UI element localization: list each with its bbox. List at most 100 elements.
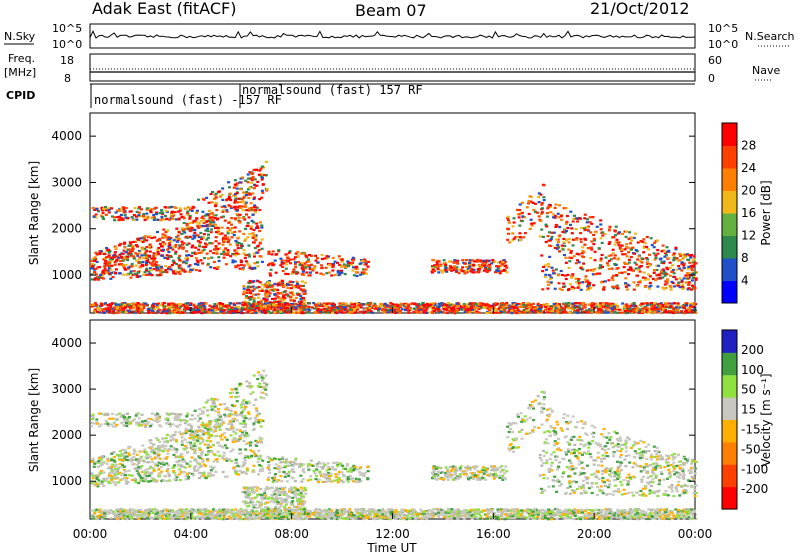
echo-cell [135,210,139,213]
echo-cell [93,259,97,262]
echo-cell [141,240,145,243]
echo-cell [239,259,243,262]
echo-cell [462,305,465,309]
echo-cell [257,457,261,461]
echo-cell [280,298,284,301]
echo-cell [91,263,95,266]
echo-cell [517,213,521,216]
echo-cell [247,207,251,210]
echo-cell [139,309,142,312]
echo-cell [460,308,464,311]
echo-cell [267,252,271,255]
echo-cell [487,267,491,270]
echo-cell [182,217,186,220]
colorbar-tick-label: 4 [741,274,749,288]
echo-cell [199,472,203,475]
echo-cell [239,308,242,311]
echo-cell [105,256,109,259]
echo-cell [186,206,190,209]
echo-cell [118,471,122,474]
echo-cell [190,209,194,212]
echo-cell [687,281,691,284]
echo-cell [563,231,567,234]
echo-cell [301,261,304,264]
echo-cell [562,282,566,285]
echo-cell [263,309,267,312]
echo-cell [206,262,210,265]
echo-cell [252,303,256,306]
echo-cell [278,283,282,286]
echo-cell [238,267,242,270]
echo-cell [485,312,489,315]
echo-cell [664,286,668,290]
echo-cell [657,264,661,267]
echo-cell [452,261,456,264]
echo-cell [384,309,388,312]
echo-cell [407,309,411,312]
echo-cell [592,237,596,240]
echo-cell [562,310,566,313]
echo-cell [253,262,257,265]
echo-cell [218,247,222,250]
echo-cell [601,231,605,234]
echo-cell [547,274,551,277]
echo-cell [310,254,313,257]
echo-cell [153,263,157,266]
echo-cell [193,262,197,266]
echo-cell [167,464,170,467]
echo-cell [258,281,262,284]
echo-cell [442,306,446,309]
echo-cell [148,250,152,253]
echo-cell [227,181,231,184]
echo-cell [681,305,685,308]
echo-cell [623,248,627,251]
echo-cell [252,464,256,467]
echo-cell [417,302,421,306]
echo-cell [628,231,632,234]
echo-cell [641,310,644,313]
echo-cell [661,244,665,247]
echo-cell [210,305,214,308]
echo-cell [455,302,459,305]
echo-cell [206,446,210,449]
echo-cell [577,261,581,264]
echo-cell [476,268,480,271]
echo-cell [245,308,249,311]
echo-cell [638,259,642,263]
echo-cell [447,301,451,305]
echo-cell [653,258,657,261]
echo-cell [587,225,590,228]
echo-cell [168,479,172,482]
echo-cell [571,308,574,311]
echo-cell [131,273,135,276]
echo-cell [186,210,190,213]
echo-cell [172,272,176,275]
echo-cell [538,309,542,313]
echo-cell [629,309,632,312]
echo-cell [369,310,373,313]
echo-cell [201,262,205,265]
echo-cell [520,201,524,204]
echo-cell [327,255,331,258]
echo-cell [437,271,441,274]
echo-cell [239,263,243,266]
echo-cell [200,224,204,228]
echo-cell [222,205,226,208]
echo-cell [183,231,187,234]
echo-cell [273,259,277,262]
echo-cell [248,265,252,268]
echo-cell [204,245,208,248]
echo-cell [259,302,263,305]
echo-cell [161,271,165,274]
echo-cell [96,310,100,313]
echo-cell [254,184,258,187]
echo-cell [539,219,543,223]
echo-cell [627,261,631,264]
echo-cell [172,453,176,456]
echo-cell [311,306,314,309]
echo-cell [189,302,193,305]
echo-cell [493,302,497,305]
echo-cell [122,249,126,252]
echo-cell [639,279,643,282]
echo-cell [295,280,299,283]
